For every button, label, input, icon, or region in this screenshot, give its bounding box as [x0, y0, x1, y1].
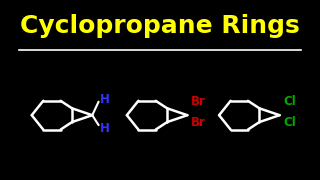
Text: Cyclopropane Rings: Cyclopropane Rings — [20, 14, 300, 38]
Text: Cl: Cl — [283, 95, 296, 108]
Text: Cl: Cl — [283, 116, 296, 129]
Text: Br: Br — [191, 95, 206, 108]
Text: H: H — [100, 93, 110, 105]
Text: H: H — [100, 122, 110, 135]
Text: Br: Br — [191, 116, 206, 129]
